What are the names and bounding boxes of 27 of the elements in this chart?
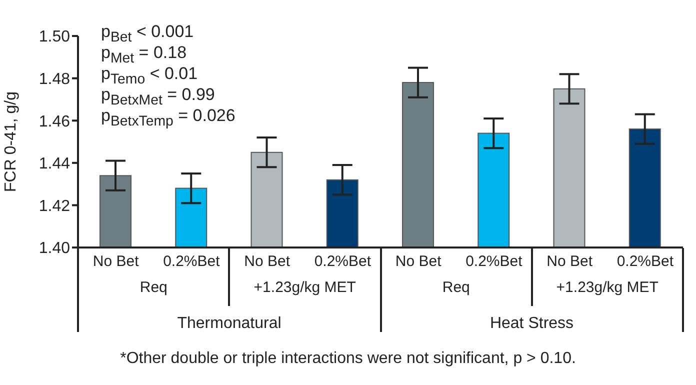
annotation: p$_{Bet}$ < 0.001: [101, 22, 194, 46]
annotation: p$_{BetxMet}$ = 0.99: [101, 85, 215, 108]
x-tick-label: 0.2%Bet: [314, 253, 372, 270]
y-tick-label: 1.50: [38, 28, 70, 46]
x-tick-label: No Bet: [546, 253, 594, 270]
y-tick-label: 1.44: [38, 156, 70, 173]
x-tick-label: 0.2%Bet: [466, 253, 524, 270]
annotation: p$_{Met}$ = 0.18: [101, 43, 187, 66]
x-tick-label: No Bet: [244, 253, 291, 270]
y-tick-label: 1.46: [38, 113, 70, 130]
text: Req: [138, 279, 168, 296]
text: +1.23g/kg MET: [252, 279, 357, 296]
y-tick-label: 1.48: [38, 70, 70, 88]
x-tick-label: No Bet: [92, 253, 140, 270]
text: Heat Stress: [488, 315, 575, 333]
text: +1.23g/kg MET: [555, 279, 660, 296]
x-tick-label: No Bet: [395, 253, 442, 270]
x-tick-label: 0.2%Bet: [616, 253, 674, 270]
text: Thermonatural: [176, 315, 282, 333]
y-tick-label: 1.42: [38, 198, 70, 215]
text: *Other double or triple interactions were not significant, p > 0.10.: [119, 350, 577, 368]
y-axis-title: FCR 0-41, g/g: [2, 92, 20, 192]
y-tick-label: 1.40: [38, 240, 70, 258]
annotation: p$_{BetxTemp}$ = 0.026: [101, 106, 236, 132]
x-tick-label: 0.2%Bet: [163, 253, 221, 270]
annotation: p$_{Temo}$ < 0.01: [101, 64, 198, 88]
text: Req: [441, 279, 471, 296]
